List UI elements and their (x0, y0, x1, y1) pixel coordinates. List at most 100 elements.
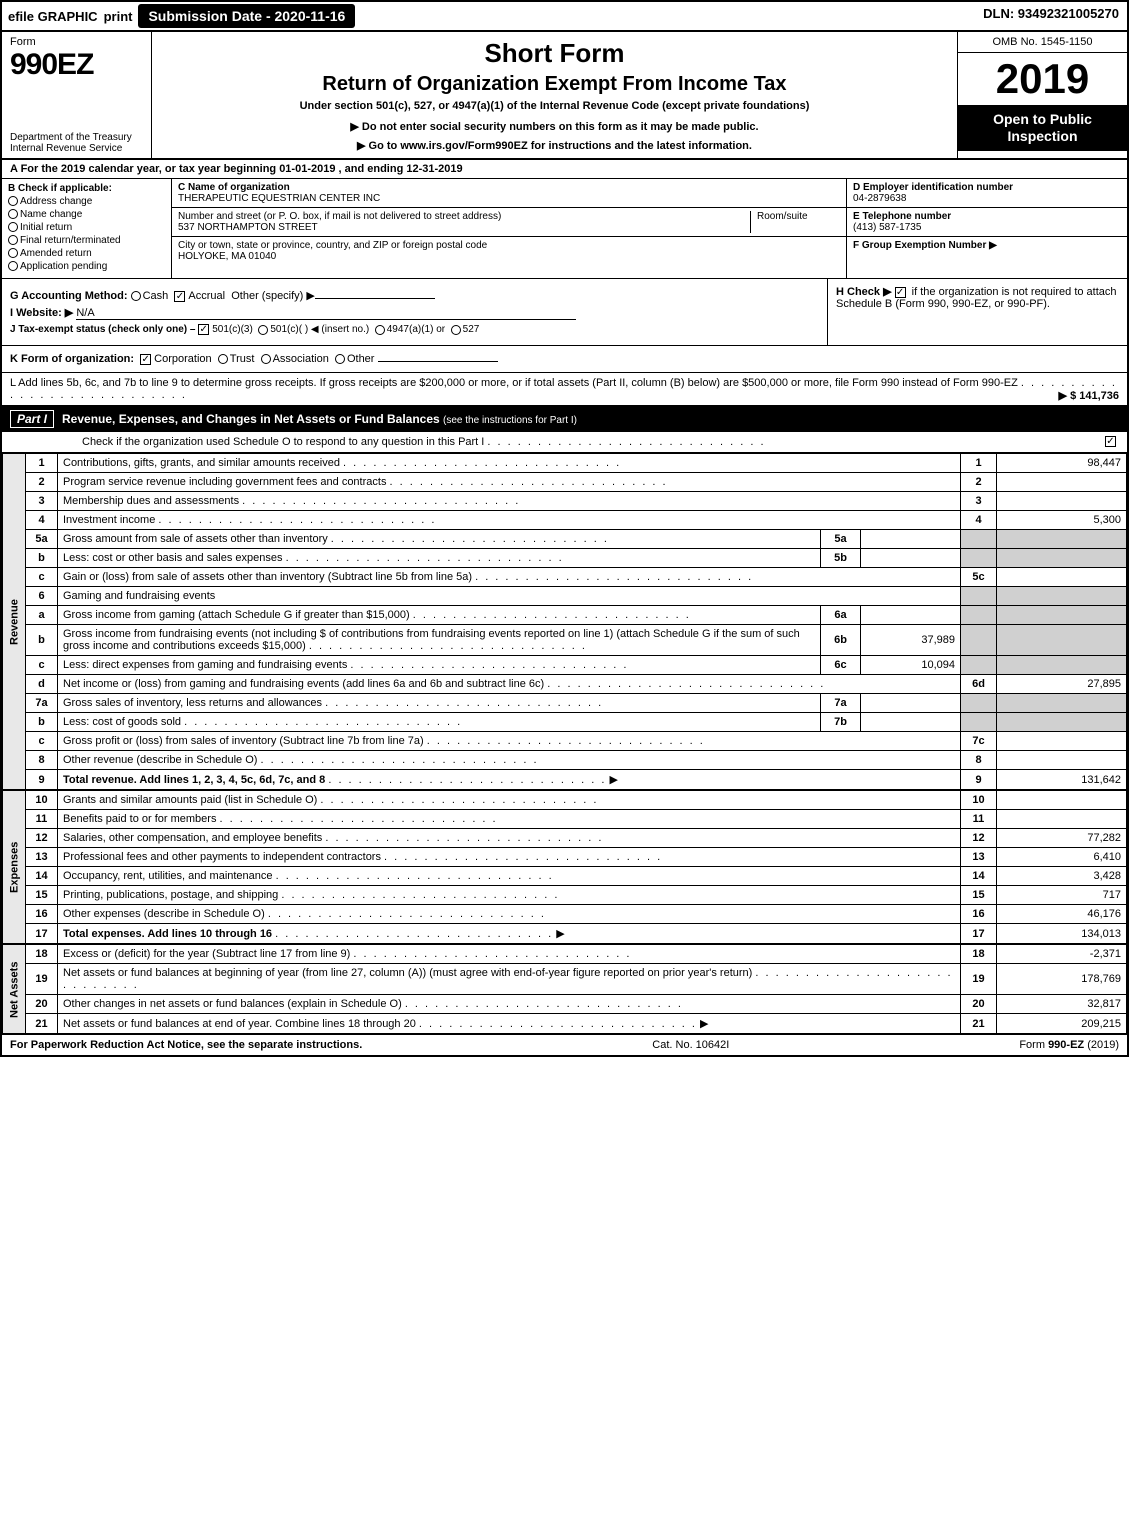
expenses-table: Expenses10Grants and similar amounts pai… (2, 790, 1127, 944)
other-org-input[interactable] (378, 361, 498, 362)
radio-trust[interactable] (218, 354, 228, 364)
line-ref-shaded (961, 587, 997, 606)
chk-name-change[interactable]: Name change (8, 209, 165, 220)
line-description: Salaries, other compensation, and employ… (58, 829, 961, 848)
amount-value: 209,215 (997, 1014, 1127, 1034)
chk-initial-return[interactable]: Initial return (8, 222, 165, 233)
line-ref-shaded (961, 694, 997, 713)
radio-527[interactable] (451, 325, 461, 335)
entity-block: B Check if applicable: Address change Na… (2, 179, 1127, 279)
chk-final-return[interactable]: Final return/terminated (8, 235, 165, 246)
table-row: 9Total revenue. Add lines 1, 2, 3, 4, 5c… (3, 770, 1127, 790)
line-number: 4 (26, 511, 58, 530)
line-description: Investment income (58, 511, 961, 530)
line-description: Other expenses (describe in Schedule O) (58, 905, 961, 924)
line-description: Total expenses. Add lines 10 through 16 … (58, 924, 961, 944)
line-ref: 16 (961, 905, 997, 924)
amount-shaded (997, 694, 1127, 713)
amount-value: 3,428 (997, 867, 1127, 886)
line-ref: 19 (961, 964, 997, 995)
line-number: 16 (26, 905, 58, 924)
subline-number: 5a (821, 530, 861, 549)
line-ref: 11 (961, 810, 997, 829)
line-description: Less: direct expenses from gaming and fu… (58, 656, 821, 675)
irs-label: Internal Revenue Service (10, 143, 122, 154)
amount-value: 32,817 (997, 995, 1127, 1014)
ghij-block: G Accounting Method: Cash Accrual Other … (2, 279, 1127, 346)
table-row: aGross income from gaming (attach Schedu… (3, 606, 1127, 625)
table-row: 5aGross amount from sale of assets other… (3, 530, 1127, 549)
line-description: Membership dues and assessments (58, 492, 961, 511)
k-line: K Form of organization: Corporation Trus… (2, 346, 1127, 373)
radio-4947[interactable] (375, 325, 385, 335)
chk-corp[interactable] (140, 354, 151, 365)
radio-assoc[interactable] (261, 354, 271, 364)
amount-value (997, 568, 1127, 587)
amount-value: -2,371 (997, 945, 1127, 964)
chk-schedule-o[interactable] (1105, 436, 1116, 447)
line-ref: 12 (961, 829, 997, 848)
line-number: 18 (26, 945, 58, 964)
radio-501c[interactable] (258, 325, 268, 335)
chk-address-change[interactable]: Address change (8, 196, 165, 207)
page-footer: For Paperwork Reduction Act Notice, see … (2, 1034, 1127, 1055)
ssn-note: ▶ Do not enter social security numbers o… (162, 120, 947, 133)
amount-value: 134,013 (997, 924, 1127, 944)
table-row: 4Investment income 45,300 (3, 511, 1127, 530)
table-row: 3Membership dues and assessments 3 (3, 492, 1127, 511)
section-label: Net Assets (3, 945, 26, 1034)
line-description: Net assets or fund balances at beginning… (58, 964, 961, 995)
dept-label: Department of the Treasury (10, 132, 132, 143)
line-ref: 15 (961, 886, 997, 905)
line-description: Gross profit or (loss) from sales of inv… (58, 732, 961, 751)
line-ref: 1 (961, 454, 997, 473)
radio-cash[interactable] (131, 291, 141, 301)
line-description: Net income or (loss) from gaming and fun… (58, 675, 961, 694)
line-number: 12 (26, 829, 58, 848)
amount-value: 131,642 (997, 770, 1127, 790)
part-i-check-text: Check if the organization used Schedule … (82, 436, 484, 448)
city-label: City or town, state or province, country… (178, 240, 487, 251)
subline-value (861, 606, 961, 625)
submission-date-badge: Submission Date - 2020-11-16 (138, 4, 355, 28)
e-label: E Telephone number (853, 211, 951, 222)
table-row: cGain or (loss) from sale of assets othe… (3, 568, 1127, 587)
chk-501c3[interactable] (198, 324, 209, 335)
subline-number: 7a (821, 694, 861, 713)
table-row: 12Salaries, other compensation, and empl… (3, 829, 1127, 848)
line-number: 15 (26, 886, 58, 905)
other-specify-input[interactable] (315, 298, 435, 299)
goto-link[interactable]: ▶ Go to www.irs.gov/Form990EZ for instru… (162, 139, 947, 152)
line-number: 1 (26, 454, 58, 473)
line-number: d (26, 675, 58, 694)
line-number: 9 (26, 770, 58, 790)
table-row: 16Other expenses (describe in Schedule O… (3, 905, 1127, 924)
line-description: Professional fees and other payments to … (58, 848, 961, 867)
footer-right: Form 990-EZ (2019) (1019, 1039, 1119, 1051)
line-number: 3 (26, 492, 58, 511)
amount-value: 6,410 (997, 848, 1127, 867)
line-description: Grants and similar amounts paid (list in… (58, 791, 961, 810)
line-a: A For the 2019 calendar year, or tax yea… (2, 160, 1127, 179)
efile-label: efile GRAPHIC (8, 9, 98, 24)
radio-other[interactable] (335, 354, 345, 364)
line-description: Gain or (loss) from sale of assets other… (58, 568, 961, 587)
dln-label: DLN: 93492321005270 (975, 2, 1127, 30)
amount-value: 77,282 (997, 829, 1127, 848)
h-label: H Check ▶ (836, 286, 892, 298)
amount-shaded (997, 587, 1127, 606)
line-number: 5a (26, 530, 58, 549)
print-link[interactable]: print (104, 9, 133, 24)
line-ref: 5c (961, 568, 997, 587)
chk-app-pending[interactable]: Application pending (8, 261, 165, 272)
top-bar: efile GRAPHIC print Submission Date - 20… (2, 2, 1127, 32)
chk-amended[interactable]: Amended return (8, 248, 165, 259)
chk-h[interactable] (895, 287, 906, 298)
short-form-title: Short Form (162, 38, 947, 69)
amount-shaded (997, 549, 1127, 568)
form-word: Form (10, 36, 143, 48)
subline-value (861, 694, 961, 713)
line-ref-shaded (961, 549, 997, 568)
line-description: Gaming and fundraising events (58, 587, 961, 606)
chk-accrual[interactable] (174, 291, 185, 302)
